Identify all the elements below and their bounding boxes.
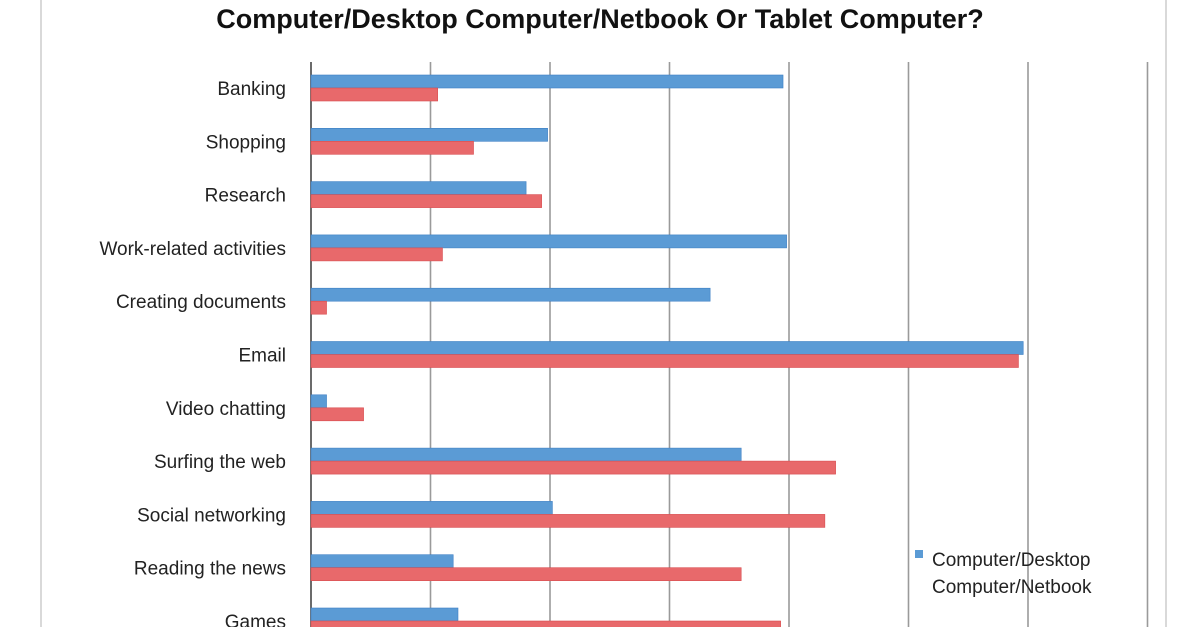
category-label: Games: [225, 612, 286, 627]
bar: [310, 87, 438, 102]
category-label: Work-related activities: [99, 239, 286, 260]
frame-left-border: [40, 0, 42, 627]
bar: [310, 354, 1019, 368]
bar: [310, 341, 1024, 355]
bar: [310, 514, 826, 528]
category-label: Surfing the web: [154, 452, 286, 473]
bar: [310, 141, 474, 155]
category-label: Shopping: [206, 132, 286, 153]
legend-label: Computer/Desktop Computer/Netbook: [932, 550, 1092, 598]
bar-layer: [310, 74, 1024, 627]
bar: [310, 460, 836, 475]
category-label: Creating documents: [116, 292, 286, 313]
bar: [310, 554, 454, 569]
bar: [310, 128, 548, 142]
bar: [310, 501, 553, 515]
bar: [310, 607, 459, 622]
frame-right-border: [1165, 0, 1167, 627]
category-label-layer: Banking Shopping Research Work-related acti…: [99, 79, 286, 627]
category-label: Reading the news: [134, 559, 286, 580]
bar: [310, 234, 787, 249]
bar: [310, 394, 327, 409]
category-label: Social networking: [137, 505, 286, 526]
bar: [310, 74, 784, 89]
chart-title: Computer/Desktop Computer/Netbook Or Tab…: [216, 4, 984, 34]
bar: [310, 447, 742, 462]
legend-swatch: [915, 550, 923, 558]
bar: [310, 287, 711, 302]
category-label: Video chatting: [166, 399, 286, 420]
bar: [310, 620, 781, 627]
bar: [310, 567, 742, 582]
bar: [310, 407, 364, 422]
category-label: Research: [205, 186, 286, 207]
bar: [310, 194, 542, 208]
category-label: Banking: [217, 79, 286, 100]
bar: [310, 181, 527, 195]
legend: Computer/Desktop Computer/Netbook: [915, 550, 1092, 598]
bar: [310, 247, 443, 262]
category-label: Email: [238, 346, 286, 367]
bar: [310, 300, 327, 315]
